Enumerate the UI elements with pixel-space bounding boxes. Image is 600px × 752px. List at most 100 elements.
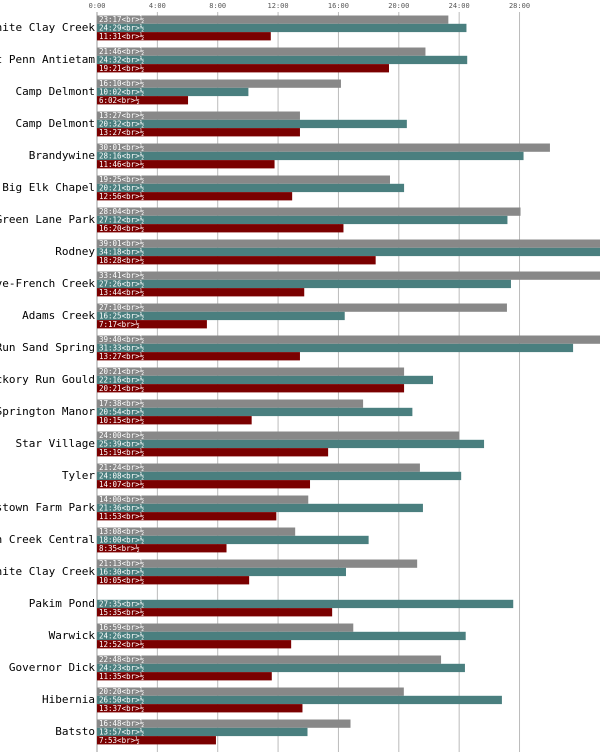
x-tick-label: 0:00	[89, 2, 106, 10]
value-label: 19:25<br>½	[99, 175, 145, 184]
value-label: 34:18<br>½	[99, 247, 145, 256]
bar	[97, 416, 252, 425]
bar	[97, 79, 341, 88]
category-label: Green Lane Park	[0, 213, 95, 226]
bar	[97, 608, 333, 617]
bar	[97, 207, 521, 216]
value-label: 10:05<br>½	[99, 576, 145, 585]
value-label: 19:21<br>½	[99, 64, 145, 73]
value-label: 13:57<br>½	[99, 727, 145, 736]
bar	[97, 687, 404, 696]
value-label: 10:15<br>½	[99, 416, 145, 425]
x-tick-label: 16:00	[328, 2, 349, 10]
value-label: 18:28<br>½	[99, 256, 145, 265]
category-label: rve-French Creek	[0, 277, 95, 290]
value-label: 33:41<br>½	[99, 271, 145, 280]
bar	[97, 375, 434, 385]
value-label: 13:44<br>½	[99, 288, 145, 297]
value-label: 16:20<br>½	[99, 224, 145, 233]
x-tick-label: 20:00	[388, 2, 409, 10]
x-tick-label: 12:00	[268, 2, 289, 10]
value-label: 15:35<br>½	[99, 608, 145, 617]
x-tick-label: 24:00	[449, 2, 470, 10]
bar	[97, 471, 462, 481]
category-label: ickory Run Gould	[0, 373, 95, 386]
value-label: 24:26<br>½	[99, 631, 145, 640]
bar	[97, 599, 514, 609]
bar	[97, 672, 272, 681]
value-label: 24:29<br>½	[99, 23, 145, 32]
category-label: Governor Dick	[9, 661, 95, 674]
value-label: 28:16<br>½	[99, 151, 145, 160]
bar	[97, 495, 309, 504]
value-label: 24:00<br>½	[99, 431, 145, 440]
value-label: 11:35<br>½	[99, 672, 145, 681]
bar	[97, 663, 465, 673]
value-label: 23:17<br>½	[99, 15, 145, 24]
value-label: 14:00<br>½	[99, 495, 145, 504]
value-label: 22:48<br>½	[99, 655, 145, 664]
value-label: 13:27<br>½	[99, 128, 145, 137]
bar	[97, 151, 524, 161]
value-label: 22:16<br>½	[99, 375, 145, 384]
category-label: Adams Creek	[22, 309, 95, 322]
category-label: Warwick	[49, 629, 96, 642]
value-label: 27:26<br>½	[99, 279, 145, 288]
bar	[97, 623, 354, 632]
category-label: Pakim Pond	[29, 597, 95, 610]
bar	[97, 439, 485, 449]
value-label: 27:35<br>½	[99, 599, 145, 608]
category-label: Brandywine	[29, 149, 95, 162]
bar	[97, 87, 249, 97]
bar	[97, 431, 460, 440]
bar	[97, 15, 449, 24]
category-label: Rodney	[55, 245, 95, 258]
value-label: 12:56<br>½	[99, 192, 145, 201]
bar	[97, 32, 271, 41]
value-label: 8:35<br>½	[99, 544, 140, 553]
value-label: 13:27<br>½	[99, 111, 145, 120]
bar	[97, 175, 390, 184]
value-label: 21:36<br>½	[99, 503, 145, 512]
bar	[97, 367, 405, 376]
bar	[97, 640, 292, 649]
bar	[97, 224, 344, 233]
bar	[97, 559, 418, 568]
category-label: Springton Manor	[0, 405, 95, 418]
value-label: 20:20<br>½	[99, 687, 145, 696]
value-label: 39:01<br>½	[99, 239, 145, 248]
value-label: 21:13<br>½	[99, 559, 145, 568]
value-label: 7:53<br>½	[99, 736, 140, 745]
bar	[97, 55, 468, 65]
category-label: istown Farm Park	[0, 501, 95, 514]
value-label: 39:40<br>½	[99, 335, 145, 344]
value-label: 20:21<br>½	[99, 384, 145, 393]
value-label: 27:12<br>½	[99, 215, 145, 224]
bar	[97, 119, 407, 129]
bar	[97, 535, 369, 545]
value-label: 25:39<br>½	[99, 439, 145, 448]
bar	[97, 320, 207, 329]
bar	[97, 335, 600, 344]
bar	[97, 96, 189, 105]
bar	[97, 271, 600, 280]
value-label: 20:54<br>½	[99, 407, 145, 416]
bar	[97, 567, 346, 577]
value-label: 21:24<br>½	[99, 463, 145, 472]
category-label: ch Creek Central	[0, 533, 95, 546]
value-label: 24:23<br>½	[99, 663, 145, 672]
value-label: 16:48<br>½	[99, 719, 145, 728]
value-label: 17:38<br>½	[99, 399, 145, 408]
value-label: 21:46<br>½	[99, 47, 145, 56]
bar	[97, 279, 511, 289]
value-label: 7:17<br>½	[99, 320, 140, 329]
value-label: 10:02<br>½	[99, 87, 145, 96]
bar	[97, 512, 277, 521]
value-label: 16:30<br>½	[99, 567, 145, 576]
x-tick-label: 28:00	[509, 2, 530, 10]
bar	[97, 631, 466, 641]
category-label: nt Penn Antietam	[0, 53, 95, 66]
bar	[97, 239, 600, 248]
value-label: 18:00<br>½	[99, 535, 145, 544]
